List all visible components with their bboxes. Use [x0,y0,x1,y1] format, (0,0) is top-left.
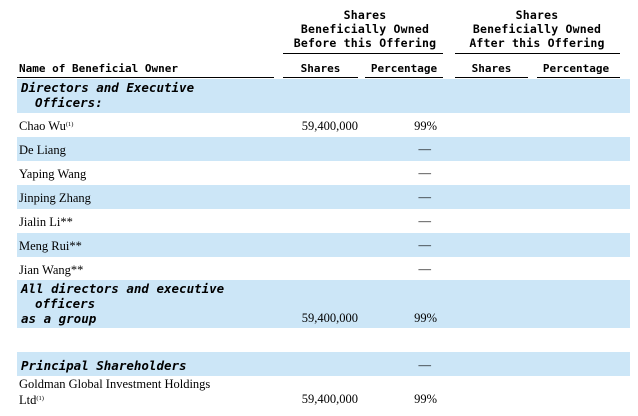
row-pct-jialin-li: — [418,214,432,228]
footnote-marker: (1) [65,121,74,128]
row-name-jialin-li: Jialin Li** [19,215,73,229]
col-percentage-header: Percentage [370,62,438,75]
band-row-6 [17,233,630,257]
band-principal [17,352,630,376]
col-percentage-after-header: Percentage [542,62,610,75]
row-pct-jian-wang: — [418,262,432,276]
row-name-goldman: Goldman Global Investment Holdings Ltd(1… [19,376,210,408]
row-name-chao-wu: Chao Wu(1) [19,119,74,133]
row-name-yaping-wang: Yaping Wang [19,167,87,181]
row-shares-goldman: 59,400,000 [301,392,358,406]
col-percentage-after-rule [537,77,620,78]
band-group [17,280,630,328]
section-directors-line1: Directors and Executive [21,80,195,95]
row-pct-meng-rui: — [418,238,432,252]
goldman-name-line1: Goldman Global Investment Holdings [19,377,211,391]
header-after-line3: After this Offering [469,36,605,50]
band-row-2 [17,137,630,161]
band-directors [17,79,630,113]
group-label-line2: officers [35,296,96,311]
row-pct-yaping-wang: — [418,166,432,180]
band-row-4 [17,185,630,209]
row-name-de-liang: De Liang [19,143,66,157]
row-name-jinping-zhang: Jinping Zhang [19,191,91,205]
group-row-shares: 59,400,000 [301,311,358,325]
header-after-group: Shares Beneficially Owned After this Off… [452,8,622,50]
row-name-meng-rui: Meng Rui** [19,239,82,253]
row-name-jian-wang: Jian Wang** [19,263,84,277]
col-shares-header: Shares [300,62,341,75]
header-before-line1: Shares [343,8,387,22]
header-after-rule [455,53,620,54]
col-shares-rule [283,77,358,78]
col-name-header: Name of Beneficial Owner [19,62,178,75]
footnote-marker: (1) [36,395,44,402]
col-name-rule [17,77,274,78]
row-shares-chao-wu: 59,400,000 [301,119,358,133]
section-principal-title: Principal Shareholders [21,358,187,373]
header-after-line1: Shares [515,8,559,22]
row-pct-goldman: 99% [414,392,437,406]
group-label-line3: as a group [21,311,97,326]
section-directors-line2: Officers: [35,95,103,110]
section-principal-pct: — [418,358,432,372]
header-before-line3: Before this Offering [293,36,437,50]
group-row-label: All directors and executive officers as … [21,281,224,326]
col-shares-after-header: Shares [471,62,512,75]
header-after-line2: Beneficially Owned [472,22,602,36]
row-pct-de-liang: — [418,142,432,156]
group-row-pct: 99% [414,311,437,325]
row-pct-jinping-zhang: — [418,190,432,204]
goldman-name-line2: Ltd(1) [19,393,44,407]
col-percentage-rule [365,77,443,78]
col-shares-after-rule [455,77,528,78]
row-pct-chao-wu: 99% [414,119,437,133]
section-directors-title: Directors and Executive Officers: [21,80,194,110]
header-before-group: Shares Beneficially Owned Before this Of… [280,8,450,50]
header-before-line2: Beneficially Owned [300,22,430,36]
header-before-rule [283,53,443,54]
group-label-line1: All directors and executive [21,281,225,296]
